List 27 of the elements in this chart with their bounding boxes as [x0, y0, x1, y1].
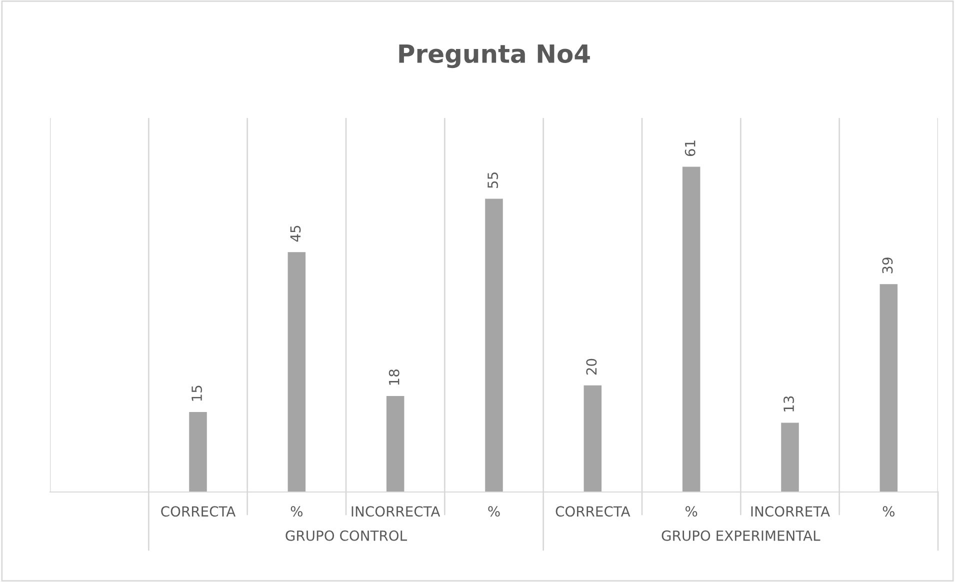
chart-title: Pregunta No4 — [399, 44, 590, 68]
x-tick-label: CORRECTA — [161, 506, 236, 517]
bar — [682, 166, 700, 492]
data-label: 55 — [488, 172, 498, 188]
bar — [485, 198, 503, 492]
bar — [386, 396, 404, 492]
data-label: 18 — [388, 370, 400, 385]
data-label: 13 — [784, 396, 794, 412]
bar — [189, 412, 207, 492]
data-label: 45 — [290, 226, 301, 242]
bar — [781, 422, 799, 492]
bar — [288, 252, 306, 492]
text: GRUPO CONTROL — [286, 530, 407, 541]
data-label: 61 — [684, 140, 696, 156]
x-tick-label: INCORRETA — [751, 506, 830, 517]
x-tick-label: % — [290, 506, 302, 517]
x-tick-label: % — [686, 506, 698, 517]
data-label: 15 — [192, 386, 202, 401]
x-tick-label: CORRECTA — [556, 506, 630, 517]
x-tick-label: INCORRECTA — [352, 506, 440, 517]
text: GRUPO EXPERIMENTAL — [662, 530, 820, 541]
bar — [880, 284, 898, 492]
data-label: 20 — [586, 358, 597, 375]
bar — [584, 385, 602, 492]
data-label: 39 — [882, 258, 893, 274]
x-tick-label: % — [882, 506, 894, 517]
x-tick-label: % — [488, 506, 500, 517]
